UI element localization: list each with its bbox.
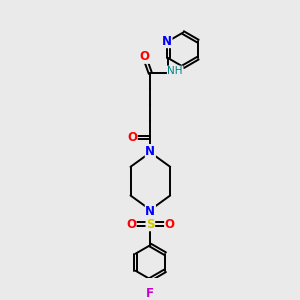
Text: O: O xyxy=(126,218,136,231)
Text: N: N xyxy=(146,205,155,218)
Text: O: O xyxy=(127,131,137,144)
Text: NH: NH xyxy=(167,66,183,76)
Text: F: F xyxy=(146,286,154,300)
Text: S: S xyxy=(146,218,154,231)
Text: O: O xyxy=(165,218,175,231)
Text: O: O xyxy=(140,50,150,63)
Text: N: N xyxy=(162,34,172,48)
Text: N: N xyxy=(146,145,155,158)
